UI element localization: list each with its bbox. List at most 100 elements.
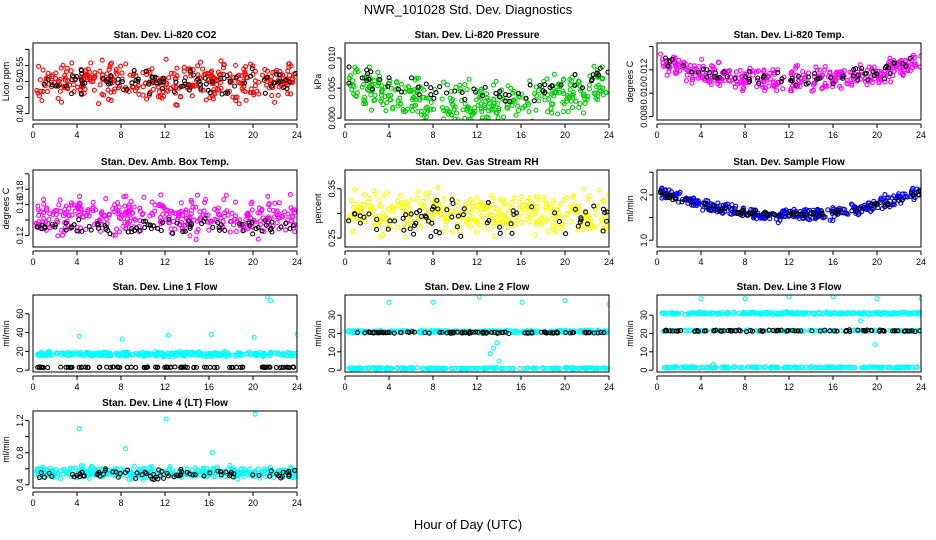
data-point <box>264 82 270 88</box>
data-point <box>603 225 609 231</box>
data-point <box>586 86 592 92</box>
data-point <box>268 83 274 89</box>
data-point <box>462 82 468 88</box>
data-point <box>105 76 111 82</box>
data-point <box>871 201 878 207</box>
data-point <box>441 195 447 201</box>
data-point <box>439 96 445 102</box>
data-point <box>411 231 417 237</box>
data-point <box>572 202 578 208</box>
data-point <box>103 224 110 230</box>
data-point <box>694 327 700 334</box>
data-point <box>362 94 368 100</box>
data-point <box>285 211 291 217</box>
data-point <box>543 219 549 225</box>
data-point <box>54 350 60 356</box>
data-point <box>452 104 458 110</box>
data-point <box>173 79 179 85</box>
data-point <box>713 206 719 213</box>
data-point <box>242 80 248 86</box>
data-point <box>267 207 273 213</box>
data-point <box>478 86 484 92</box>
data-point <box>580 110 586 116</box>
data-point <box>402 234 409 240</box>
data-point <box>60 62 66 68</box>
data-point <box>34 88 40 94</box>
data-point <box>187 68 193 74</box>
data-point <box>41 216 47 222</box>
data-point <box>50 211 56 217</box>
data-point <box>509 199 515 205</box>
data-point <box>770 211 776 217</box>
data-point <box>452 88 458 94</box>
data-point <box>904 364 910 370</box>
data-point <box>469 207 476 213</box>
data-point <box>385 83 391 89</box>
data-point <box>443 216 450 222</box>
data-point <box>143 68 149 74</box>
data-point <box>88 74 94 81</box>
panel-title: Stan. Dev. Amb. Box Temp. <box>101 157 229 168</box>
data-point <box>372 78 378 84</box>
data-point <box>241 471 247 477</box>
data-point <box>242 71 248 77</box>
data-point <box>88 227 94 233</box>
data-point <box>265 193 271 199</box>
data-point <box>394 224 400 230</box>
data-point <box>793 82 799 88</box>
data-point <box>228 219 234 225</box>
plot-frame <box>344 42 610 121</box>
data-point <box>801 213 807 219</box>
data-point <box>578 217 584 223</box>
data-point <box>398 365 404 371</box>
data-point <box>378 98 384 104</box>
data-point <box>495 329 501 336</box>
data-point <box>64 349 71 356</box>
data-point <box>235 350 241 356</box>
data-point <box>700 200 707 206</box>
y-tick-label: 20 <box>639 328 649 338</box>
data-point <box>888 79 894 85</box>
data-point <box>359 84 365 90</box>
data-point <box>533 209 539 215</box>
data-point <box>606 301 609 307</box>
data-point <box>348 197 354 204</box>
x-tick-label: 16 <box>516 130 526 140</box>
data-point <box>221 62 227 68</box>
data-point <box>187 225 193 231</box>
data-point <box>462 366 468 372</box>
data-point <box>489 103 495 109</box>
data-point <box>848 201 855 207</box>
data-point <box>764 77 770 83</box>
data-point <box>41 209 47 215</box>
data-point <box>352 64 358 70</box>
data-point <box>473 366 479 372</box>
data-point <box>672 311 678 317</box>
data-point <box>595 330 601 336</box>
data-point <box>441 116 447 120</box>
data-point <box>849 202 855 208</box>
data-point <box>523 95 529 101</box>
x-tick-label: 4 <box>74 257 79 267</box>
data-point <box>488 224 494 230</box>
data-point <box>476 295 482 300</box>
data-point <box>559 224 565 230</box>
data-point <box>203 97 209 103</box>
data-point <box>136 91 142 97</box>
data-point <box>585 93 591 100</box>
data-point <box>482 84 488 90</box>
data-point <box>367 196 373 202</box>
data-point <box>553 229 559 235</box>
data-point <box>886 60 892 66</box>
data-point <box>269 229 275 235</box>
data-point <box>437 84 443 90</box>
data-point <box>165 364 171 370</box>
data-point <box>529 204 535 210</box>
data-point <box>675 62 681 68</box>
data-point <box>810 212 817 218</box>
data-point <box>910 192 916 198</box>
data-point <box>881 328 887 334</box>
data-point <box>517 365 523 372</box>
data-point <box>479 118 485 120</box>
data-point <box>861 204 867 210</box>
